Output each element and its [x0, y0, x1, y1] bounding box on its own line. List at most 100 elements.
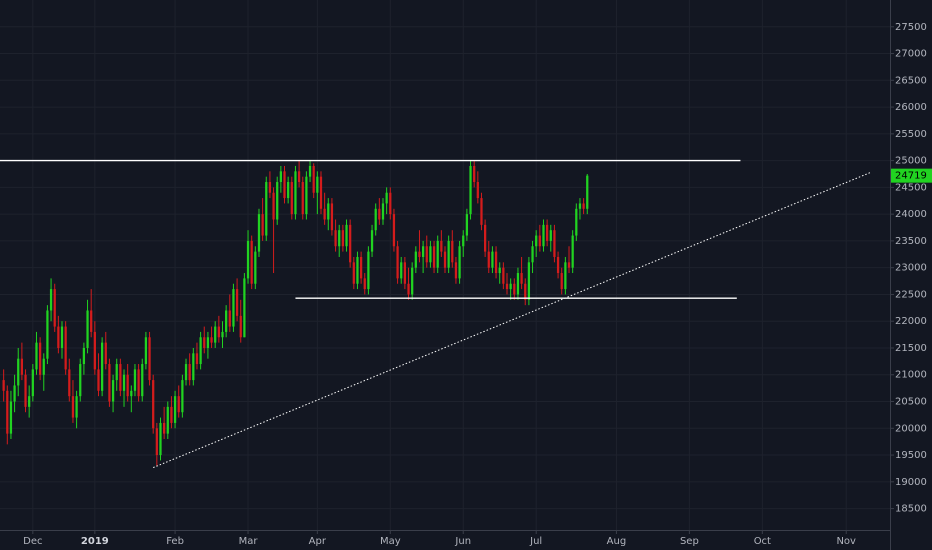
last-price-box	[891, 168, 932, 183]
candle-body	[71, 396, 75, 418]
candle-body	[64, 326, 67, 370]
y-tick-label: 24000	[895, 209, 927, 220]
candle-body	[403, 262, 407, 284]
candle-body	[206, 337, 210, 348]
candle-body	[505, 283, 509, 290]
candle-body	[232, 289, 235, 327]
candle-body	[432, 246, 436, 268]
y-tick-label: 25000	[895, 156, 927, 167]
candle-body	[239, 315, 242, 338]
y-tick-label: 21500	[895, 343, 927, 354]
candle-body	[516, 273, 520, 295]
candle-body	[319, 176, 323, 209]
candle-body	[297, 171, 301, 183]
candle-body	[86, 310, 89, 348]
candle-body	[221, 331, 224, 338]
candle-body	[465, 214, 469, 236]
candle-body	[367, 251, 370, 290]
candle-body	[578, 203, 582, 209]
candle-body	[170, 406, 173, 423]
candle-body	[575, 208, 578, 236]
y-tick-label: 26500	[895, 75, 927, 86]
candle-body	[177, 396, 180, 413]
candle-body	[473, 165, 476, 183]
candle-body	[79, 364, 82, 397]
candle-body	[265, 182, 268, 236]
candle-body	[28, 396, 31, 407]
candle-body	[82, 347, 86, 365]
candle-body	[440, 240, 443, 252]
candle-body	[49, 289, 53, 311]
candle-body	[130, 390, 133, 397]
candle-body	[571, 235, 574, 268]
candle-body	[97, 369, 100, 391]
candle-body	[447, 240, 450, 268]
x-tick-label: Sep	[680, 536, 699, 547]
candle-body	[494, 251, 498, 274]
candle-body	[287, 182, 290, 199]
candle-body	[203, 337, 206, 348]
candle-body	[294, 171, 297, 215]
candle-body	[330, 203, 334, 231]
candle-body	[378, 208, 381, 220]
candle-body	[24, 374, 27, 407]
candle-body	[173, 396, 177, 423]
candle-body	[119, 364, 122, 391]
candle-body	[155, 428, 158, 456]
x-tick-label: Feb	[166, 536, 184, 547]
candle-body	[108, 364, 111, 402]
candle-body	[400, 262, 403, 279]
candle-body	[188, 364, 191, 381]
candle-body	[421, 246, 425, 257]
candle-body	[228, 310, 231, 327]
candle-body	[126, 374, 129, 397]
candle-body	[359, 256, 363, 279]
y-tick-label: 24500	[895, 182, 927, 193]
candle-body	[498, 267, 501, 274]
candle-body	[68, 369, 71, 397]
x-tick-label: 2019	[81, 536, 109, 547]
candle-body	[509, 283, 512, 290]
x-tick-label: Mar	[239, 536, 259, 547]
candle-body	[487, 251, 490, 268]
candle-body	[17, 358, 20, 386]
y-tick-label: 23500	[895, 236, 927, 247]
candle-body	[316, 176, 319, 193]
candle-body	[93, 331, 96, 370]
x-tick-label: Jul	[529, 536, 542, 547]
candle-body	[214, 326, 217, 343]
candle-body	[363, 278, 366, 290]
candle-body	[272, 192, 275, 220]
candle-body	[166, 406, 169, 434]
candle-body	[418, 251, 421, 257]
candle-body	[225, 310, 228, 332]
candle-body	[443, 251, 447, 268]
candle-body	[53, 289, 56, 327]
candle-body	[520, 273, 523, 284]
candle-body	[144, 337, 148, 365]
candle-body	[513, 283, 516, 295]
x-tick-label: Oct	[754, 536, 771, 547]
candle-body	[469, 165, 472, 215]
candle-body	[246, 240, 250, 279]
candle-body	[414, 251, 417, 268]
y-tick-label: 20500	[895, 397, 927, 408]
candle-body	[6, 390, 9, 434]
candle-body	[38, 342, 42, 375]
candle-body	[323, 208, 326, 220]
candle-body	[152, 380, 155, 429]
y-tick-label: 20000	[895, 423, 927, 434]
candle-body	[163, 422, 166, 434]
y-tick-label: 26000	[895, 102, 927, 113]
x-tick-label: Aug	[607, 536, 627, 547]
candle-body	[75, 396, 78, 418]
candle-body	[370, 230, 374, 252]
candle-body	[476, 182, 479, 199]
y-tick-label: 25500	[895, 129, 927, 140]
candle-body	[535, 235, 538, 247]
candle-body	[480, 198, 483, 225]
candle-body	[195, 353, 199, 365]
candle-body	[279, 171, 282, 183]
